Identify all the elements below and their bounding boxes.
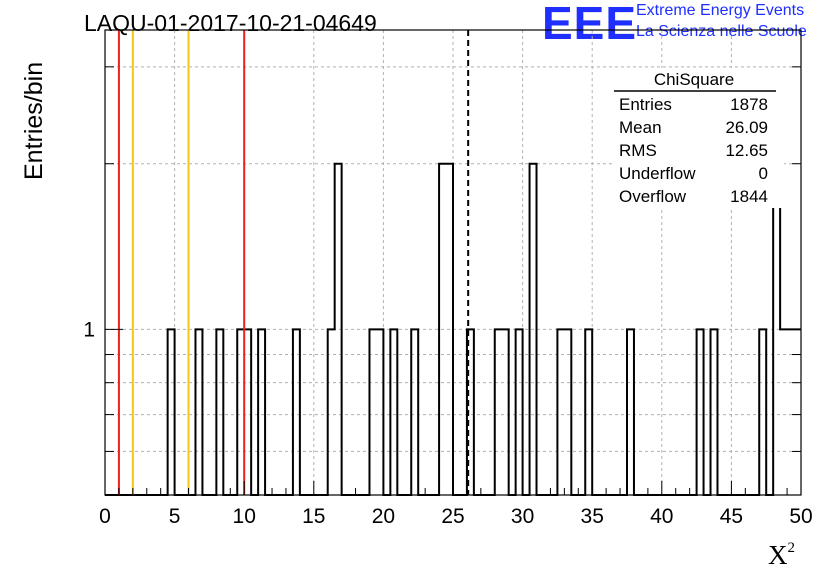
brand-line-2: La Scienza nelle Scuole bbox=[636, 23, 807, 40]
x-tick-label: 0 bbox=[99, 505, 111, 528]
x-tick-label: 5 bbox=[169, 505, 181, 528]
brand-line-1: Extreme Energy Events bbox=[636, 2, 805, 19]
x-axis-label: X2 bbox=[768, 540, 795, 571]
stats-title: ChiSquare bbox=[654, 70, 734, 89]
x-tick-label: 40 bbox=[650, 505, 673, 528]
stats-row-value: 26.09 bbox=[725, 118, 768, 137]
stats-row-value: 1878 bbox=[730, 95, 768, 114]
stats-row-value: 12.65 bbox=[725, 141, 768, 160]
stats-row-value: 0 bbox=[759, 164, 768, 183]
x-tick-label: 35 bbox=[581, 505, 604, 528]
stats-row-label: RMS bbox=[619, 141, 657, 160]
x-axis-label-base: X bbox=[768, 540, 788, 570]
stats-row-label: Mean bbox=[619, 118, 662, 137]
stats-row-value: 1844 bbox=[730, 187, 768, 206]
x-tick-label: 30 bbox=[511, 505, 534, 528]
stats-row-label: Overflow bbox=[619, 187, 687, 206]
x-tick-label: 20 bbox=[372, 505, 395, 528]
x-tick-label: 10 bbox=[233, 505, 256, 528]
x-axis-label-exponent: 2 bbox=[787, 540, 796, 556]
stats-row-label: Entries bbox=[619, 95, 672, 114]
stats-row-label: Underflow bbox=[619, 164, 696, 183]
x-tick-label: 45 bbox=[720, 505, 743, 528]
x-tick-label: 25 bbox=[441, 505, 464, 528]
y-tick-label: 1 bbox=[83, 318, 95, 341]
x-tick-label: 50 bbox=[789, 505, 812, 528]
x-tick-label: 15 bbox=[302, 505, 325, 528]
eee-logo: EEE bbox=[542, 0, 638, 49]
